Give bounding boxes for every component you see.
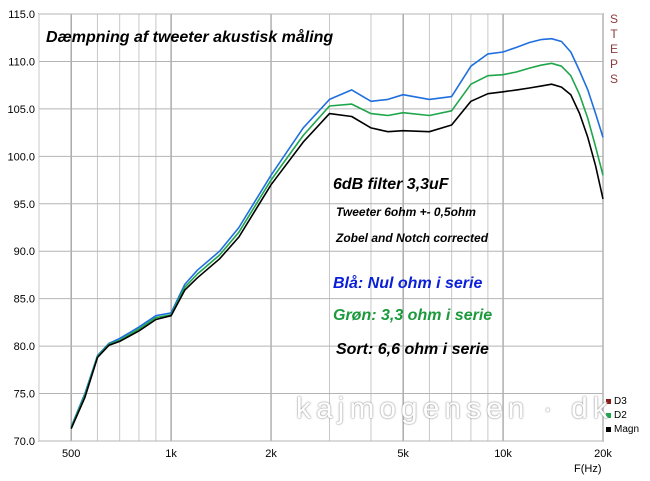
annotation-blue: Blå: Nul ohm i serie (333, 275, 483, 292)
y-tick-label: 115.0 (8, 9, 35, 21)
x-axis-label: F(Hz) (574, 463, 602, 475)
watermark-text: kajmogensen · dk (296, 392, 613, 425)
legend-item-magn: Magn (606, 424, 639, 435)
legend-label-d2: D2 (614, 410, 627, 421)
x-tick-labels: 500 1k 2k 5k 10k 20k (62, 448, 612, 460)
y-tick-label: 85.0 (14, 294, 35, 306)
grid (38, 13, 604, 442)
steps-logo-letter: E (609, 42, 618, 56)
plot-area (38, 13, 604, 442)
legend-swatch-d3 (606, 398, 611, 404)
series-line-magn (70, 83, 604, 430)
legend-item-d3: D3 (606, 396, 627, 407)
annotation-tweeter: Tweeter 6ohm +- 0,5ohm (336, 205, 476, 219)
y-tick-label: 110.0 (8, 56, 35, 68)
annotation-zobel: Zobel and Notch corrected (336, 231, 489, 245)
steps-logo-letter: S (609, 12, 618, 26)
steps-logo-letter: T (610, 27, 618, 41)
legend-item-d2: D2 (606, 410, 627, 421)
x-tick-label: 500 (62, 448, 80, 460)
annotation-filter: 6dB filter 3,3uF (333, 176, 449, 193)
legend-label-d3: D3 (614, 396, 627, 407)
annotation-black: Sort: 6,6 ohm i serie (336, 341, 489, 358)
y-tick-label: 90.0 (14, 246, 35, 258)
steps-logo-letter: P (609, 57, 618, 71)
series-line-d2 (70, 62, 604, 429)
legend-swatch-d2 (606, 412, 611, 418)
x-tick-label: 5k (397, 448, 409, 460)
y-tick-label: 70.0 (14, 436, 35, 448)
y-tick-label: 105.0 (7, 104, 35, 116)
y-tick-labels: 70.0 75.0 80.0 85.0 90.0 95.0 100.0 105.0 110.0 1… (7, 9, 35, 448)
legend-swatch-magn (606, 426, 611, 432)
annotation-green: Grøn: 3,3 ohm i serie (333, 307, 493, 324)
steps-logo-letter: S (609, 72, 618, 86)
y-tick-label: 95.0 (14, 199, 35, 211)
y-tick-label: 80.0 (14, 341, 35, 353)
series-line-d3 (70, 37, 604, 428)
legend-label-magn: Magn (614, 424, 640, 435)
y-tick-label: 75.0 (14, 389, 35, 401)
chart-title: Dæmpning af tweeter akustisk måling (46, 29, 334, 46)
x-tick-label: 10k (494, 448, 512, 460)
y-tick-label: 100.0 (7, 151, 35, 163)
x-tick-label: 20k (594, 448, 612, 460)
x-tick-label: 1k (165, 448, 177, 460)
series-lines (70, 37, 604, 430)
x-tick-label: 2k (265, 448, 277, 460)
